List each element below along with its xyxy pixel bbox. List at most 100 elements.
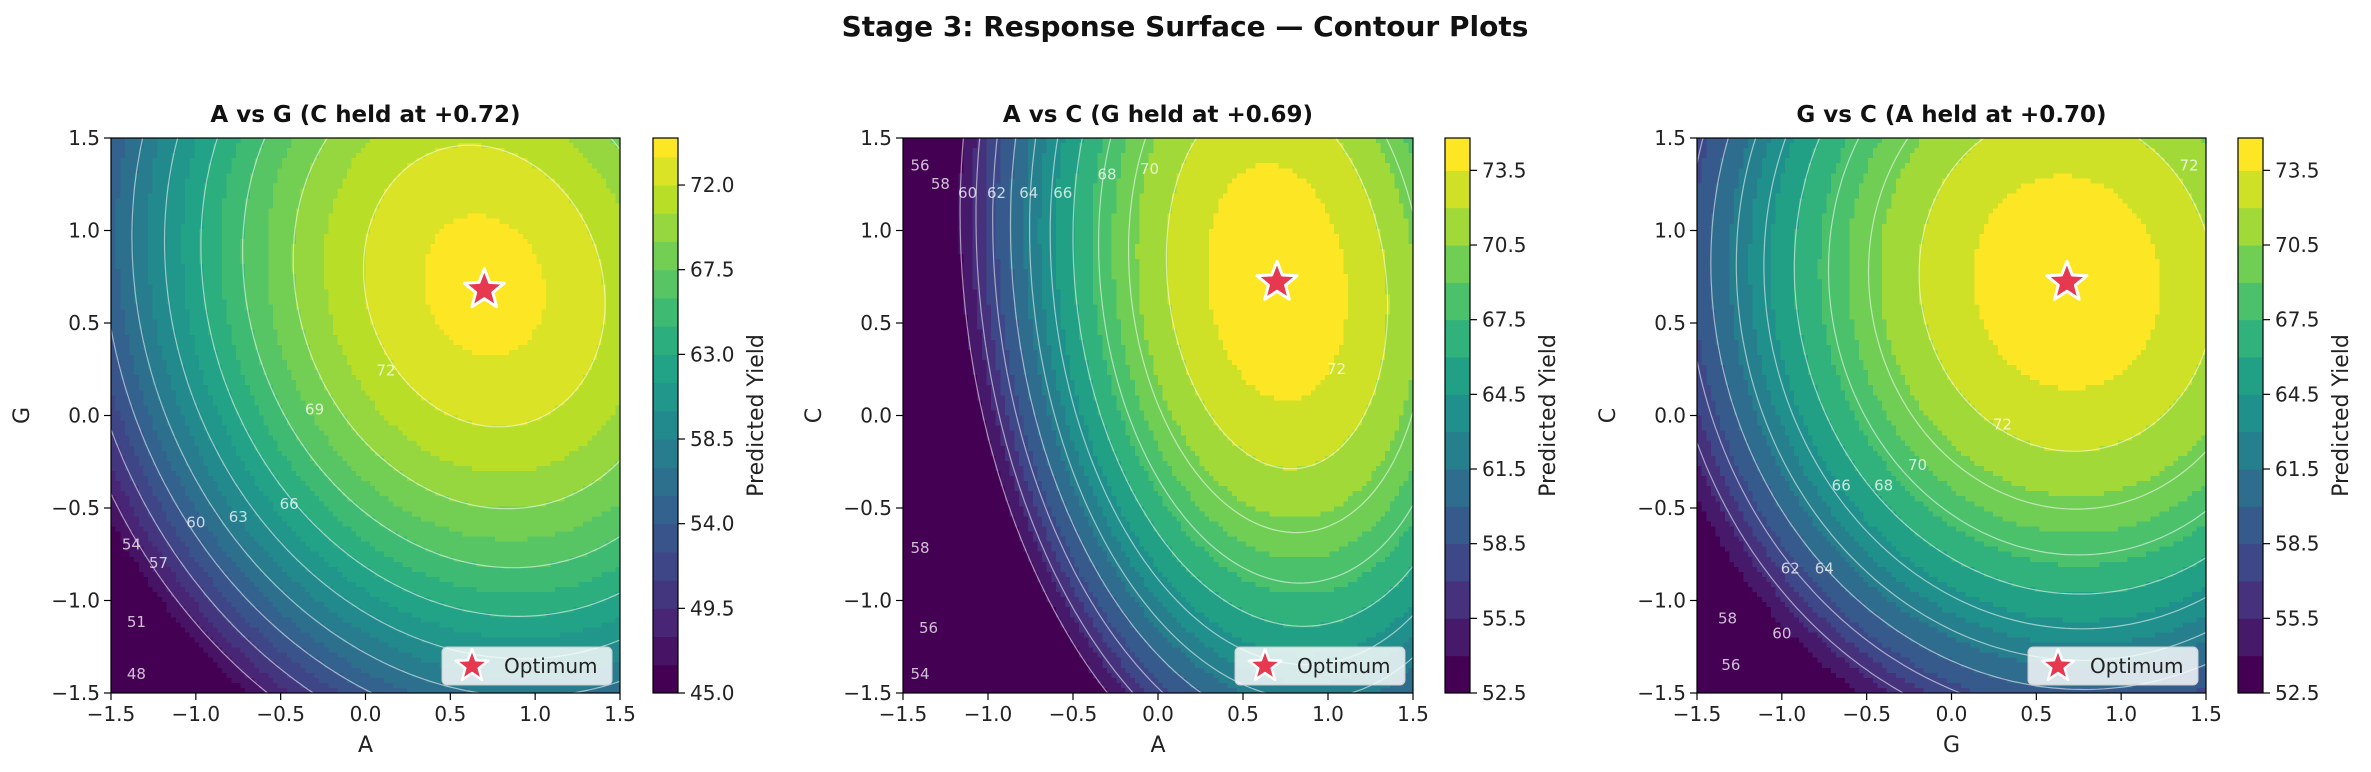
colorbar-label: Predicted Yield (1536, 334, 1561, 497)
contour-label: 70 (1908, 456, 1927, 474)
colorbar-tick-label: 63.0 (690, 342, 735, 366)
colorbar-band (653, 382, 678, 412)
contour-line (110, 137, 373, 694)
contour-label: 54 (910, 665, 929, 683)
y-tick-label: 0.5 (1654, 311, 1686, 335)
colorbar-band (2238, 655, 2263, 694)
contour-label: 62 (987, 184, 1006, 202)
contour-label: 56 (1721, 656, 1740, 674)
contour-line (1827, 137, 2207, 556)
x-tick-label: 0.5 (1227, 702, 1259, 726)
colorbar-band (2238, 394, 2263, 433)
contour-panels: A vs G (C held at +0.72) 48 51 54 57 60 63 66 69… (10, 102, 2354, 758)
colorbar-band (653, 608, 678, 638)
legend-label: Optimum (2090, 654, 2183, 678)
contour-label: 72 (2179, 156, 2198, 174)
legend: Optimum (441, 646, 613, 686)
contour-line (131, 137, 621, 694)
colorbar-band (653, 354, 678, 384)
colorbar-tick-label: 55.5 (2275, 606, 2320, 630)
contour-fill (111, 138, 620, 693)
contour-label: 66 (1832, 476, 1851, 494)
contour-line (1763, 137, 2207, 630)
colorbar-tick-label: 67.5 (2275, 308, 2320, 332)
x-tick-label: −1.5 (1673, 702, 1722, 726)
colorbar-band (653, 241, 678, 271)
colorbar-band (1445, 282, 1470, 321)
contour-label: 60 (186, 513, 205, 531)
contour-label: 63 (229, 508, 248, 526)
x-tick-label: 1.0 (2105, 702, 2137, 726)
colorbar-band (653, 467, 678, 496)
y-tick-label: 0.0 (68, 404, 100, 428)
legend-box (2027, 646, 2199, 686)
contour-label: 68 (1874, 476, 1893, 494)
contour-line (1793, 137, 2207, 595)
colorbar-tick-label: 52.5 (2275, 681, 2320, 705)
colorbar-band (653, 664, 678, 694)
contour-line (242, 137, 621, 569)
y-tick-label: −0.5 (51, 496, 100, 520)
y-tick-label: −1.5 (1637, 681, 1686, 705)
contour-label: 56 (910, 156, 929, 174)
x-tick-label: 0.0 (1142, 702, 1174, 726)
x-tick-label: 0.0 (1936, 702, 1968, 726)
x-tick-label: −1.5 (87, 702, 136, 726)
y-tick-label: 1.0 (1654, 219, 1686, 243)
colorbar-band (1445, 618, 1470, 657)
colorbar-band (2238, 469, 2263, 507)
contour-line (975, 137, 1134, 694)
colorbar-band (653, 523, 678, 553)
legend-box (1234, 646, 1406, 686)
colorbar-band (2238, 357, 2263, 395)
contour-label: 70 (1140, 160, 1159, 178)
colorbar-band (2238, 581, 2263, 619)
contour-line (1098, 137, 1414, 584)
colorbar-band (653, 138, 678, 158)
x-tick-label: −0.5 (256, 702, 305, 726)
colorbar-tick-label: 45.0 (690, 681, 735, 705)
y-tick-label: 1.5 (860, 126, 892, 150)
colorbar-tick-label: 61.5 (2275, 457, 2320, 481)
colorbar-tick-label: 70.5 (2275, 233, 2320, 257)
colorbar-band (1445, 245, 1470, 283)
figure-title: Stage 3: Response Surface — Contour Plot… (842, 10, 1529, 43)
legend-box (441, 646, 613, 686)
y-tick-label: −1.5 (843, 681, 892, 705)
colorbar-band (2238, 207, 2263, 246)
contour-line (1009, 137, 1202, 694)
contour-fill (1697, 138, 2206, 693)
x-axis-label: G (1943, 733, 1960, 758)
contour-line (1918, 137, 2207, 452)
colorbar-tick-label: 67.5 (1482, 308, 1527, 332)
y-tick-label: 1.5 (1654, 126, 1686, 150)
colorbar-band (2238, 138, 2263, 171)
contour-line (1128, 137, 1414, 534)
contour-label: 51 (127, 613, 146, 631)
colorbar-band (653, 551, 678, 581)
panel-title: A vs G (C held at +0.72) (210, 102, 520, 128)
contour-label: 66 (1053, 184, 1072, 202)
colorbar-band (1445, 170, 1470, 209)
colorbar-band (1445, 394, 1470, 433)
optimum-marker (1255, 259, 1299, 301)
contour-label: 58 (1718, 610, 1737, 628)
x-tick-label: 0.5 (2020, 702, 2052, 726)
x-tick-label: −1.0 (964, 702, 1013, 726)
colorbar-band (1445, 581, 1470, 619)
colorbar-label: Predicted Yield (2329, 334, 2354, 497)
colorbar-band (2238, 282, 2263, 321)
y-tick-label: −1.0 (1637, 589, 1686, 613)
colorbar-tick-label: 58.5 (2275, 532, 2320, 556)
contour-label: 64 (1019, 184, 1038, 202)
colorbar-tick-label: 70.5 (1482, 233, 1527, 257)
colorbar-tick-label: 49.5 (690, 596, 735, 620)
contour-line (362, 144, 606, 428)
contour-label: 69 (305, 400, 324, 418)
contour-label: 57 (149, 554, 168, 572)
colorbar-tick-label: 61.5 (1482, 457, 1527, 481)
legend-star-icon (2040, 647, 2076, 682)
x-tick-label: 1.5 (2190, 702, 2222, 726)
